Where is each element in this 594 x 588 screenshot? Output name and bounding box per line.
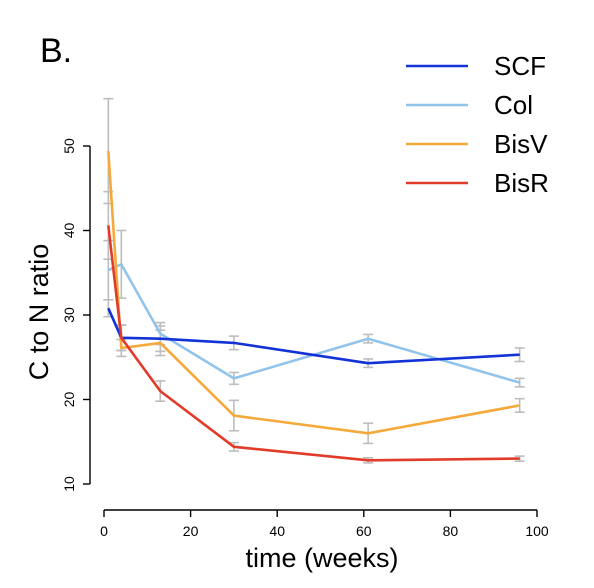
y-tick-label: 30 (61, 307, 77, 323)
series-line-scf (107, 307, 520, 365)
y-axis-title: C to N ratio (24, 244, 54, 381)
legend-item-bisr: BisR (406, 168, 549, 198)
x-tick-label: 60 (356, 523, 372, 539)
series-line-col (107, 262, 521, 384)
legend-label: BisR (494, 168, 549, 198)
legend-item-bisv: BisV (406, 129, 548, 159)
legend-label: Col (494, 90, 533, 120)
error-bars (103, 97, 525, 464)
x-ticks: 0 20 40 60 80 100 (100, 510, 549, 539)
legend-item-col: Col (406, 90, 533, 120)
y-tick-label: 50 (61, 138, 77, 154)
legend: SCF Col BisV BisR (406, 51, 549, 198)
series-lines (107, 151, 521, 462)
y-tick-label: 10 (61, 476, 77, 492)
y-ticks: 10 20 30 40 50 (61, 138, 90, 492)
y-tick-label: 20 (61, 392, 77, 408)
x-tick-label: 0 (100, 523, 108, 539)
legend-label: SCF (494, 51, 546, 81)
series-line-bisr (107, 225, 520, 462)
x-axis-title: time (weeks) (245, 543, 398, 573)
y-tick-label: 40 (61, 223, 77, 239)
series-line-bisv (107, 151, 520, 435)
legend-label: BisV (494, 129, 548, 159)
x-tick-label: 80 (443, 523, 459, 539)
x-tick-label: 100 (525, 523, 549, 539)
panel-label: B. (40, 32, 72, 70)
legend-item-scf: SCF (406, 51, 546, 81)
x-tick-label: 40 (269, 523, 285, 539)
x-tick-label: 20 (183, 523, 199, 539)
